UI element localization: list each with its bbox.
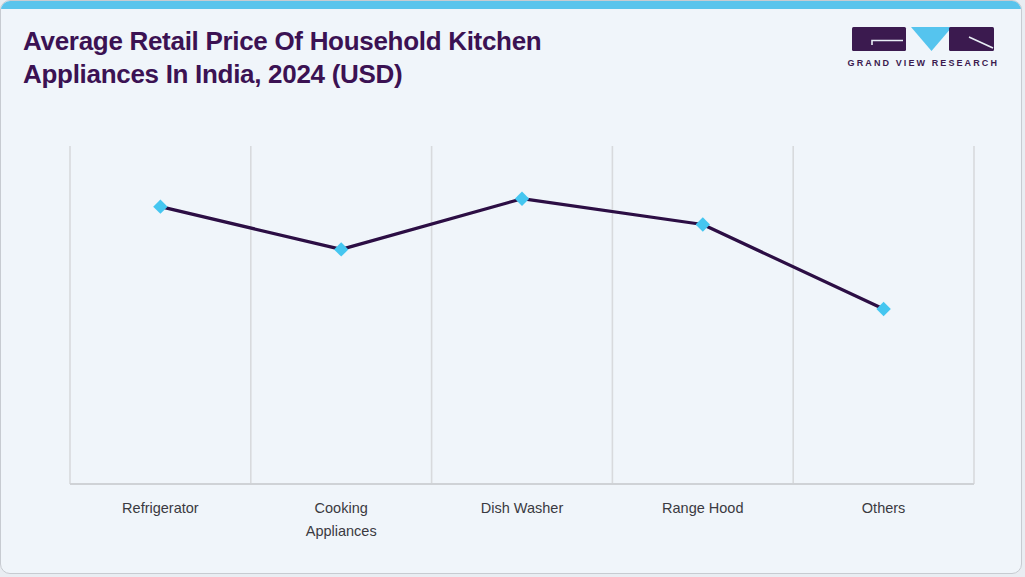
plot-area	[70, 146, 974, 484]
x-axis-label: Range Hood	[643, 497, 763, 520]
grand-view-research-logo: GRAND VIEW RESEARCH	[848, 27, 999, 68]
header: Average Retail Price Of Household Kitche…	[23, 25, 999, 91]
x-axis-label: Dish Washer	[462, 497, 582, 520]
data-point-marker	[696, 217, 710, 231]
x-axis-labels: Refrigerator Cooking Appliances Dish Washe…	[70, 497, 974, 557]
data-point-marker	[515, 191, 529, 205]
x-axis-label: Refrigerator	[100, 497, 220, 520]
data-point-marker	[876, 302, 890, 316]
page-title: Average Retail Price Of Household Kitche…	[23, 25, 643, 91]
gvr-logo-icon	[852, 27, 994, 52]
chart-svg	[70, 146, 974, 484]
x-axis-label: Cooking Appliances	[281, 497, 401, 543]
data-point-marker	[153, 199, 167, 213]
price-line	[160, 199, 883, 309]
chart-card: Refrigerator Cooking Appliances Dish Washe…	[0, 0, 1022, 574]
data-point-marker	[334, 242, 348, 256]
logo-text: GRAND VIEW RESEARCH	[848, 58, 999, 68]
x-axis-label: Others	[824, 497, 944, 520]
